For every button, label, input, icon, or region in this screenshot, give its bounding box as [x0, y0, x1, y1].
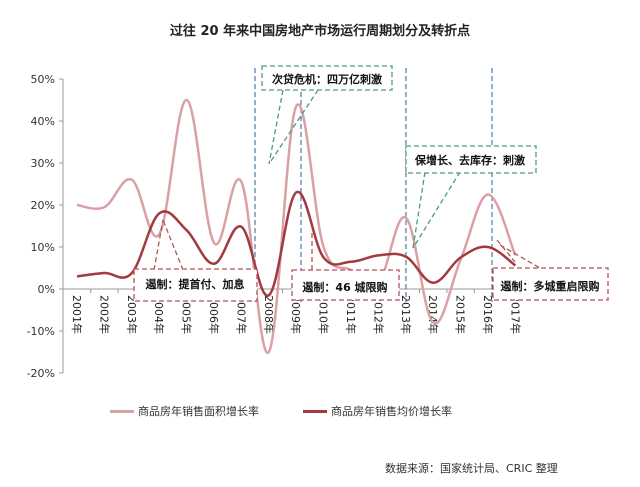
y-tick-label: 40%	[31, 115, 55, 128]
callout-pointer	[412, 171, 426, 249]
annotation-text-restriction-2010: 遏制：46 城限购	[302, 280, 387, 294]
annotation-box-restriction-2016	[492, 267, 609, 301]
x-tick-label: 2013年	[399, 295, 413, 334]
legend-label-area: 商品房年销售面积增长率	[138, 405, 259, 418]
legend: 商品房年销售面积增长率 商品房年销售均价增长率	[0, 403, 640, 423]
x-tick-label: 2002年	[97, 295, 111, 334]
y-tick-label: 20%	[31, 199, 55, 212]
y-tick-label: 0%	[38, 283, 55, 296]
callout-pointer	[268, 89, 284, 165]
callout-pointer	[412, 171, 461, 249]
annotation-text-restriction-2016: 遏制：多城重启限购	[501, 279, 600, 293]
legend-item-price: 商品房年销售均价增长率	[303, 403, 452, 419]
y-tick-label: -20%	[27, 367, 55, 380]
x-tick-label: 2007年	[234, 295, 248, 334]
callout-pointer	[162, 219, 184, 271]
x-tick-label: 2012年	[371, 295, 385, 334]
callout-pointer	[153, 219, 164, 271]
x-tick-label: 2010年	[317, 295, 331, 334]
x-tick-label: 2005年	[180, 295, 194, 334]
x-tick-label: 2001年	[70, 295, 84, 334]
annotation-text-stimulus-2008: 次贷危机：四万亿刺激	[272, 72, 382, 86]
x-tick-label: 2003年	[125, 295, 139, 334]
callout-pointer	[268, 89, 319, 165]
annotation-box-restriction-2010	[291, 269, 400, 301]
x-tick-label: 2015年	[454, 295, 468, 334]
y-tick-label: 30%	[31, 157, 55, 170]
legend-item-area: 商品房年销售面积增长率	[110, 403, 259, 419]
legend-swatch-area	[110, 409, 134, 413]
annotation-box-stimulus-2008	[261, 65, 393, 91]
y-tick-label: 10%	[31, 241, 55, 254]
series-line-price-growth	[76, 190, 517, 297]
x-tick-label: 2016年	[481, 295, 495, 334]
y-tick-label: 50%	[31, 73, 55, 86]
x-tick-label: 2017年	[508, 295, 522, 334]
annotation-text-stimulus-2014: 保增长、去库存：刺激	[414, 153, 525, 167]
annotation-text-restriction-2004: 遏制：提首付、加息	[146, 277, 245, 291]
legend-swatch-price	[303, 409, 327, 413]
x-tick-label: 2008年	[262, 295, 276, 334]
x-tick-label: 2011年	[344, 295, 358, 334]
x-tick-label: 2004年	[152, 295, 166, 334]
annotation-box-restriction-2004	[133, 268, 258, 302]
x-tick-label: 2009年	[289, 295, 303, 334]
legend-label-price: 商品房年销售均价增长率	[331, 405, 452, 418]
data-source-note: 数据来源：国家统计局、CRIC 整理	[385, 462, 558, 475]
annotation-box-stimulus-2014	[405, 145, 537, 174]
callout-pointer	[496, 239, 516, 263]
x-tick-label: 2006年	[207, 295, 221, 334]
y-tick-label: -10%	[27, 325, 55, 338]
chart-title: 过往 20 年来中国房地产市场运行周期划分及转折点	[169, 24, 471, 39]
